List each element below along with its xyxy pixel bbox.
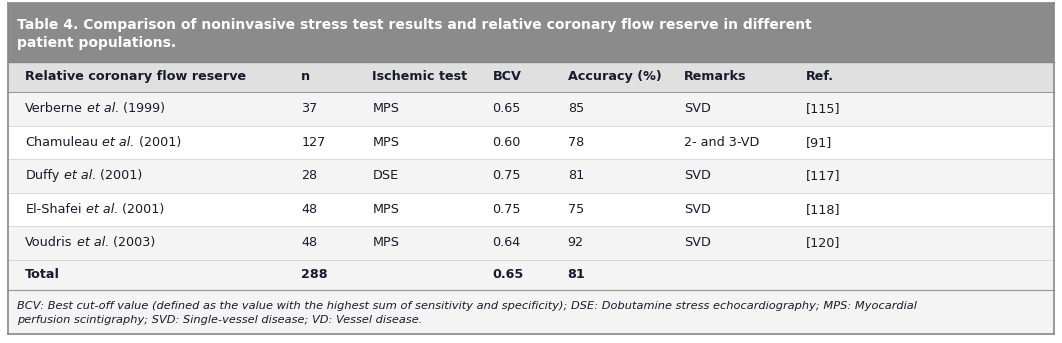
Text: 75: 75	[568, 203, 584, 216]
Text: [117]: [117]	[806, 169, 840, 182]
Text: Accuracy (%): Accuracy (%)	[568, 71, 662, 83]
Text: Total: Total	[25, 269, 61, 281]
Text: [91]: [91]	[806, 136, 833, 149]
Bar	[8, 159, 1054, 193]
Text: 48: 48	[302, 203, 318, 216]
Text: (2003): (2003)	[109, 236, 155, 249]
Bar	[8, 290, 1054, 334]
Text: Duffy: Duffy	[25, 169, 59, 182]
Text: Chamuleau: Chamuleau	[25, 136, 99, 149]
Text: Verberne: Verberne	[25, 103, 83, 116]
Bar	[8, 193, 1054, 226]
Text: 0.64: 0.64	[493, 236, 520, 249]
Text: MPS: MPS	[373, 136, 399, 149]
Text: MPS: MPS	[373, 103, 399, 116]
Text: 78: 78	[568, 136, 584, 149]
Text: 0.75: 0.75	[493, 203, 521, 216]
Text: Table 4. Comparison of noninvasive stress test results and relative coronary flo: Table 4. Comparison of noninvasive stres…	[17, 18, 811, 32]
Text: et al.: et al.	[59, 169, 96, 182]
Bar	[8, 226, 1054, 260]
Text: 0.60: 0.60	[493, 136, 520, 149]
Bar	[8, 3, 1054, 62]
Text: 2- and 3-VD: 2- and 3-VD	[684, 136, 759, 149]
Text: 0.65: 0.65	[493, 269, 524, 281]
Text: SVD: SVD	[684, 103, 710, 116]
Text: Remarks: Remarks	[684, 71, 747, 83]
Text: 0.65: 0.65	[493, 103, 520, 116]
Text: El-Shafei: El-Shafei	[25, 203, 82, 216]
Text: n: n	[302, 71, 310, 83]
Bar	[8, 62, 1054, 92]
Text: SVD: SVD	[684, 236, 710, 249]
Text: et al.: et al.	[73, 236, 109, 249]
Text: [115]: [115]	[806, 103, 840, 116]
Text: SVD: SVD	[684, 203, 710, 216]
Text: MPS: MPS	[373, 236, 399, 249]
Text: MPS: MPS	[373, 203, 399, 216]
Text: 48: 48	[302, 236, 318, 249]
Text: et al.: et al.	[83, 103, 120, 116]
Text: Relative coronary flow reserve: Relative coronary flow reserve	[25, 71, 246, 83]
Text: [118]: [118]	[806, 203, 840, 216]
Text: [120]: [120]	[806, 236, 840, 249]
Text: Voudris: Voudris	[25, 236, 73, 249]
Text: 0.75: 0.75	[493, 169, 521, 182]
Text: 127: 127	[302, 136, 325, 149]
Text: (2001): (2001)	[135, 136, 181, 149]
Text: (1999): (1999)	[120, 103, 166, 116]
Text: 81: 81	[568, 169, 584, 182]
Text: (2001): (2001)	[96, 169, 142, 182]
Text: 37: 37	[302, 103, 318, 116]
Text: BCV: Best cut-off value (defined as the value with the highest sum of sensitivit: BCV: Best cut-off value (defined as the …	[17, 301, 917, 311]
Text: patient populations.: patient populations.	[17, 36, 176, 50]
Text: Ischemic test: Ischemic test	[373, 71, 467, 83]
Text: et al.: et al.	[99, 136, 135, 149]
Text: BCV: BCV	[493, 71, 521, 83]
Text: perfusion scintigraphy; SVD: Single-vessel disease; VD: Vessel disease.: perfusion scintigraphy; SVD: Single-vess…	[17, 315, 423, 324]
Text: 92: 92	[568, 236, 584, 249]
Text: 28: 28	[302, 169, 318, 182]
Text: (2001): (2001)	[118, 203, 165, 216]
Text: Ref.: Ref.	[806, 71, 834, 83]
Text: 81: 81	[568, 269, 585, 281]
Bar	[8, 260, 1054, 290]
Text: DSE: DSE	[373, 169, 398, 182]
Bar	[8, 126, 1054, 159]
Text: et al.: et al.	[82, 203, 118, 216]
Text: 85: 85	[568, 103, 584, 116]
Bar	[8, 92, 1054, 126]
Text: SVD: SVD	[684, 169, 710, 182]
Text: 288: 288	[302, 269, 328, 281]
